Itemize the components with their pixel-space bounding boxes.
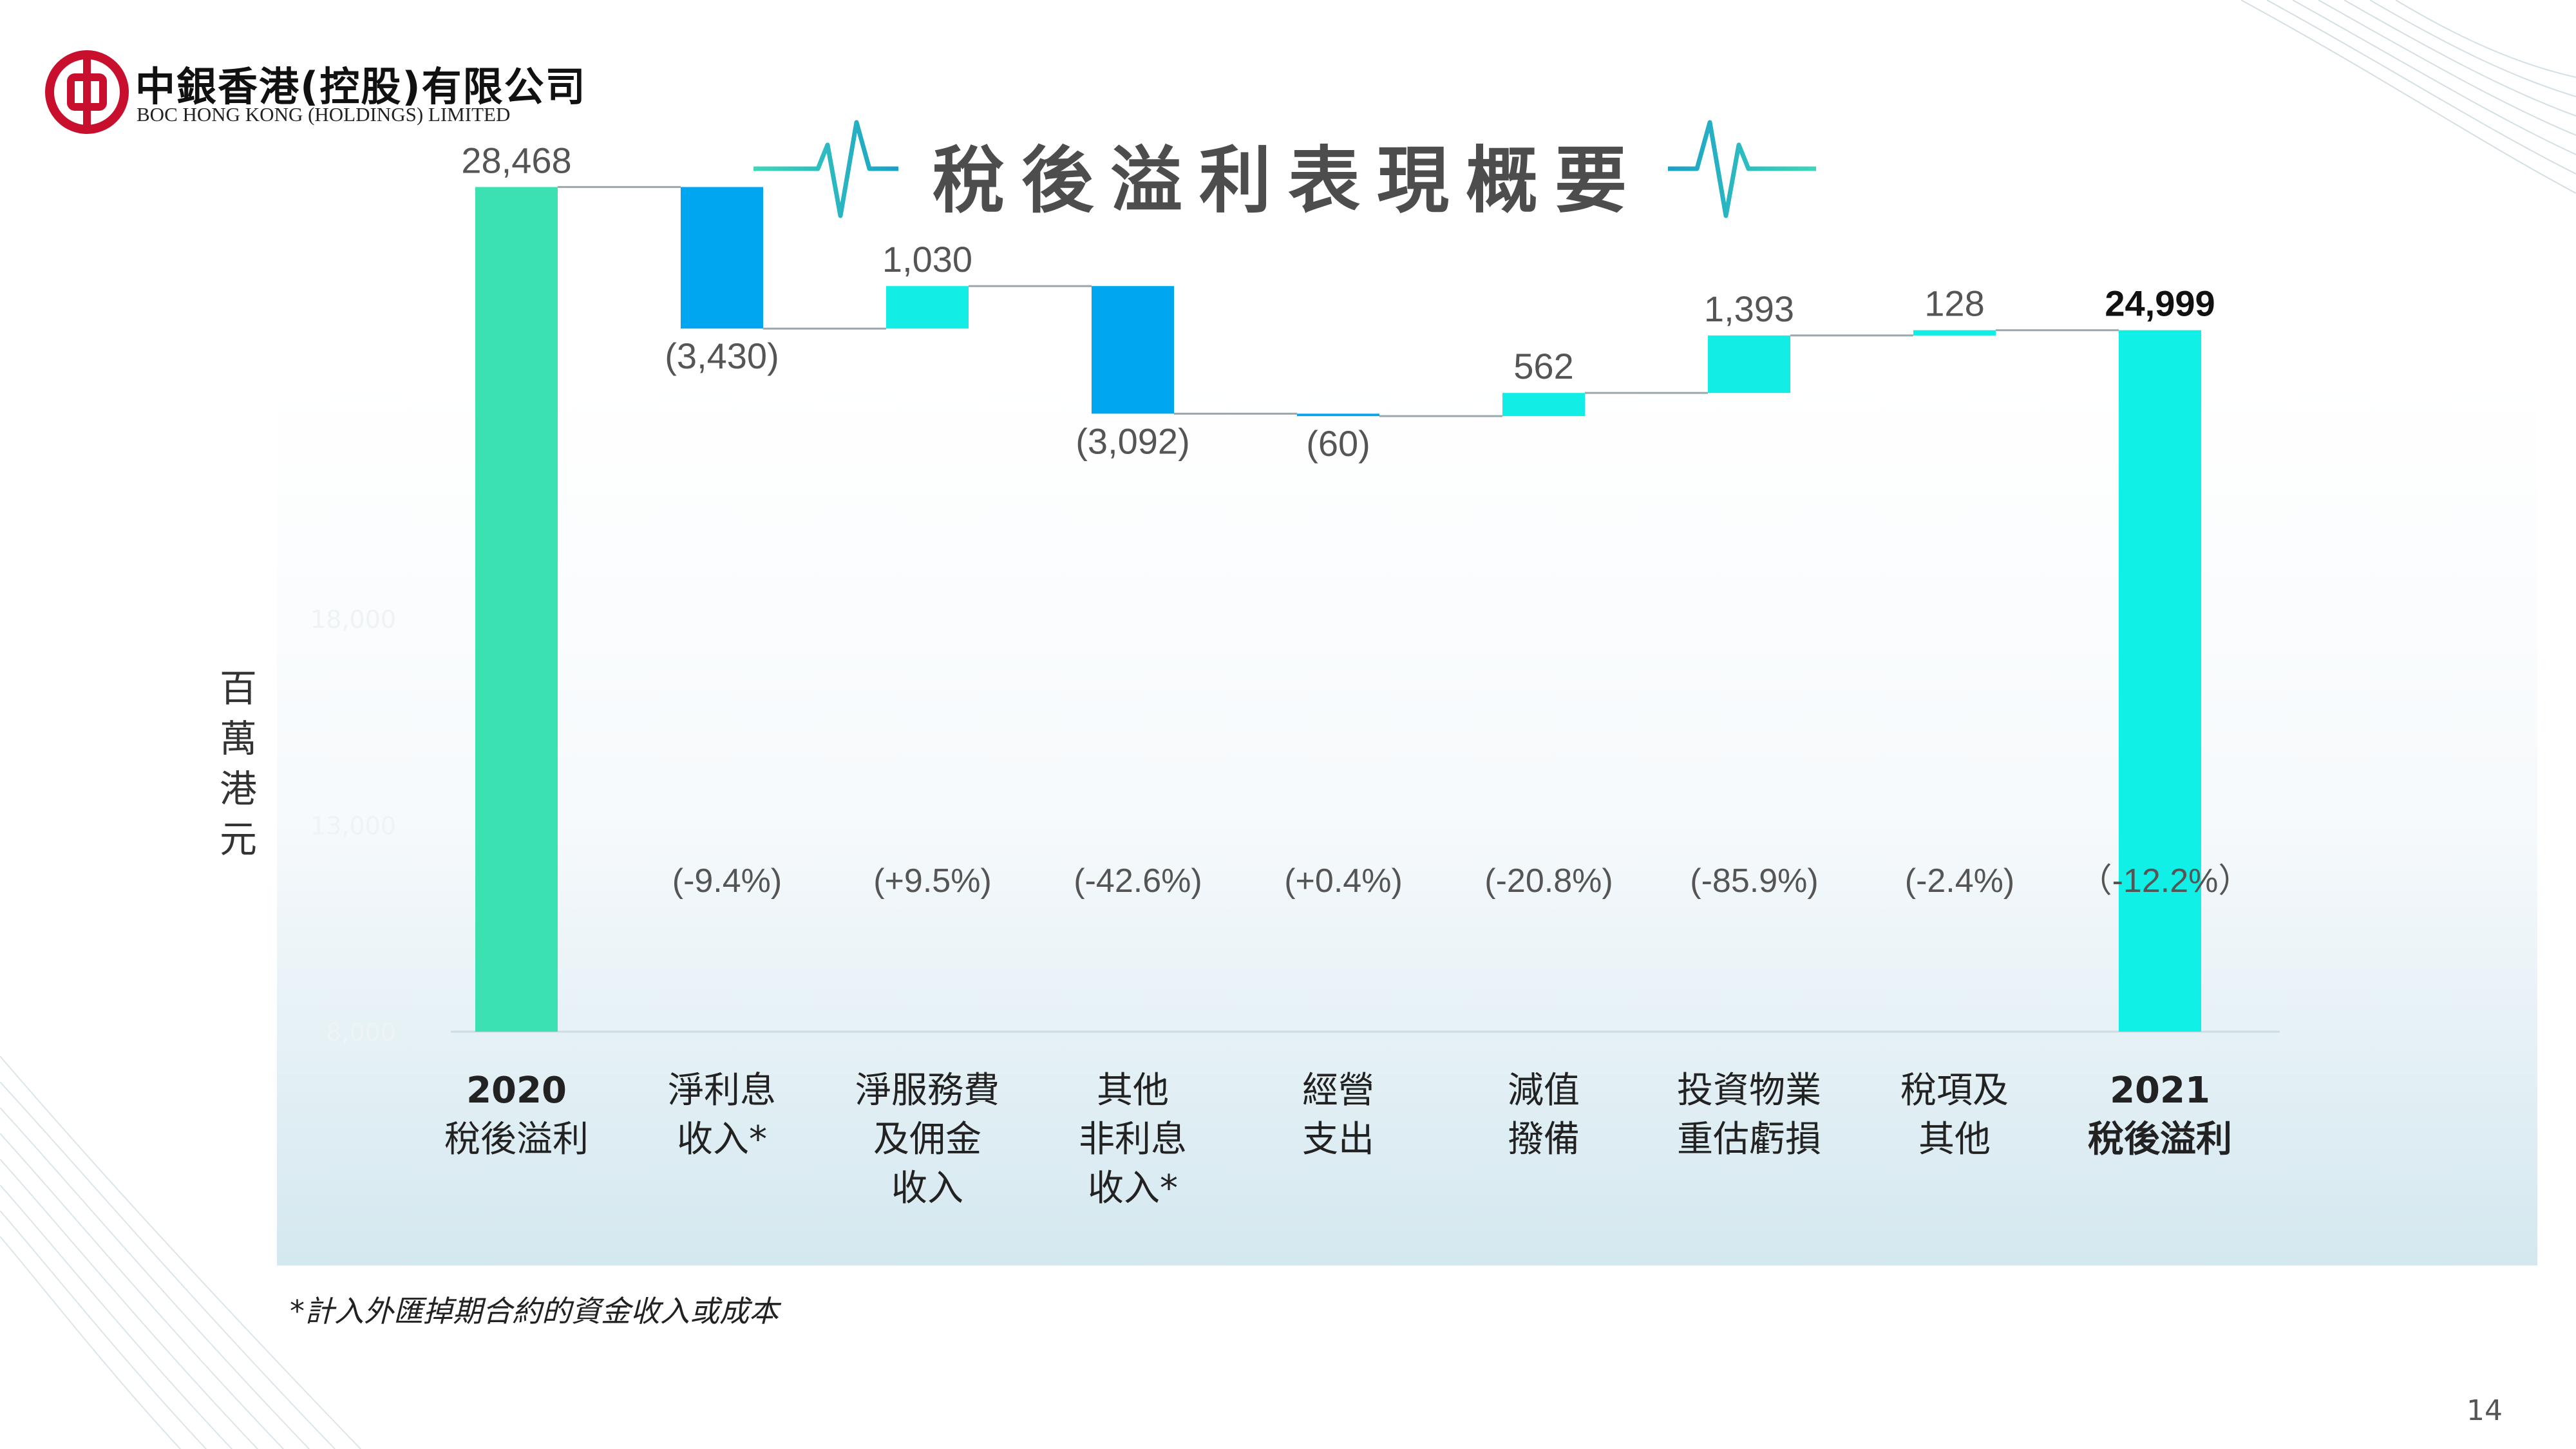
data-label: 128 <box>1924 283 1984 324</box>
page-title: 稅後溢利表現概要 <box>933 139 1643 223</box>
logo-chinese-name: 中銀香港(控股)有限公司 <box>135 63 587 110</box>
percent-change-label: (-9.4%) <box>672 862 782 900</box>
category-label: 經營 <box>1302 1070 1374 1112</box>
y-tick-label: 18,000 <box>310 605 396 634</box>
category-label: 其他 <box>1097 1070 1169 1112</box>
y-axis-unit-label: 百萬港元 <box>219 667 257 861</box>
category-label: 其他 <box>1918 1119 1991 1160</box>
percent-change-label: (-42.6%) <box>1074 862 1202 900</box>
category-label: 2020 <box>466 1070 567 1112</box>
category-label: 支出 <box>1302 1119 1374 1160</box>
bar <box>475 187 558 1032</box>
percent-change-label: (-85.9%) <box>1690 862 1818 900</box>
category-label: 減值 <box>1508 1070 1580 1112</box>
bar <box>681 187 763 329</box>
category-label: 收入* <box>677 1119 767 1160</box>
boc-logo-icon <box>45 50 129 134</box>
data-label: 28,468 <box>461 140 571 180</box>
page-number: 14 <box>2467 1394 2503 1427</box>
y-tick-label: 8,000 <box>326 1018 396 1046</box>
category-label: 淨服務費 <box>855 1070 999 1112</box>
data-label: 562 <box>1513 346 1573 386</box>
category-label: 2021 <box>2110 1070 2210 1112</box>
category-label: 稅後溢利 <box>444 1119 589 1160</box>
bar <box>1297 413 1379 417</box>
data-label: 1,393 <box>1704 289 1794 329</box>
category-label: 非利息 <box>1079 1119 1187 1160</box>
category-label: 淨利息 <box>668 1070 776 1112</box>
percent-change-label: (-2.4%) <box>1905 862 2014 900</box>
percent-change-label: (+0.4%) <box>1284 862 1403 900</box>
heartbeat-left-icon <box>753 120 898 218</box>
category-label: 重估虧損 <box>1677 1119 1821 1160</box>
bar <box>1502 393 1585 417</box>
percent-change-label: （-12.2%） <box>2079 862 2252 900</box>
category-label: 撥備 <box>1508 1119 1580 1160</box>
category-label: 稅項及 <box>1900 1070 2009 1112</box>
heartbeat-right-icon <box>1668 120 1816 218</box>
bar <box>2119 330 2201 1032</box>
data-label: 1,030 <box>882 239 972 279</box>
data-label: (3,430) <box>665 336 779 376</box>
bar <box>1913 330 1996 336</box>
category-label: 收入* <box>1088 1168 1178 1209</box>
company-logo: 中銀香港(控股)有限公司 BOC HONG KONG (HOLDINGS) LI… <box>45 50 585 134</box>
percent-change-label: (+9.5%) <box>873 862 992 900</box>
bar <box>1708 335 1790 393</box>
category-label: 投資物業 <box>1677 1070 1821 1112</box>
category-label: 及佣金 <box>873 1119 981 1160</box>
category-label: 收入 <box>891 1168 963 1209</box>
bar <box>886 286 969 329</box>
category-label: 稅後溢利 <box>2088 1119 2232 1160</box>
data-label: (60) <box>1306 423 1370 464</box>
footnote: *計入外匯掉期合約的資金收入或成本 <box>290 1294 779 1329</box>
bar <box>1092 286 1174 414</box>
logo-english-name: BOC HONG KONG (HOLDINGS) LIMITED <box>137 103 511 126</box>
percent-change-label: (-20.8%) <box>1484 862 1613 900</box>
data-label: (3,092) <box>1075 421 1189 461</box>
y-tick-label: 13,000 <box>310 812 396 840</box>
data-label: 24,999 <box>2105 283 2215 324</box>
